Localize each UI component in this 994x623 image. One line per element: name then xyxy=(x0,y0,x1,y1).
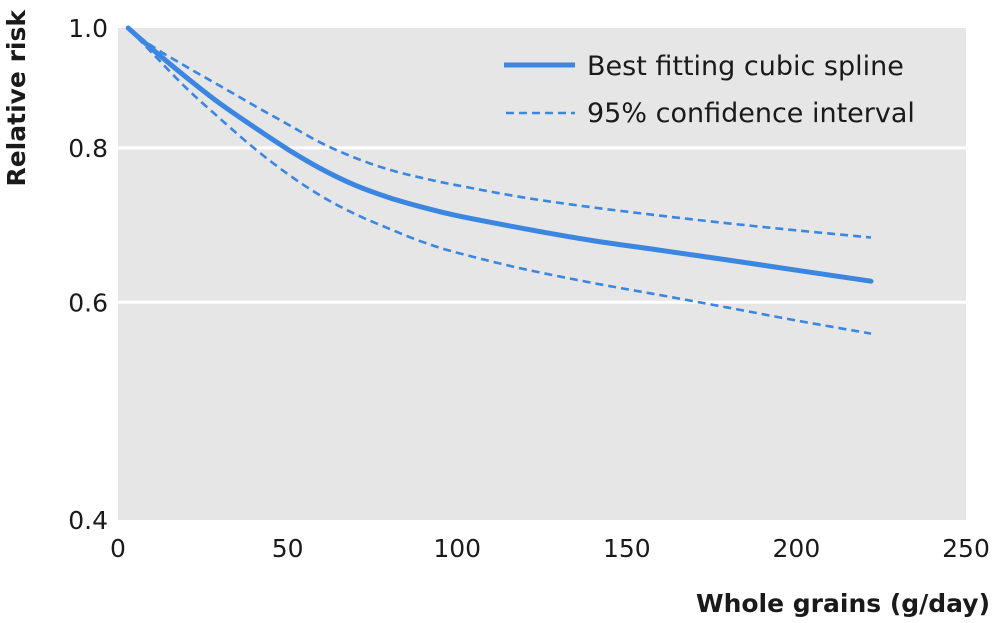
y-tick-label: 0.6 xyxy=(68,288,108,317)
ci-upper-line xyxy=(127,26,872,239)
x-tick-label: 0 xyxy=(110,534,126,563)
x-axis-ticks: 0 50 100 150 200 250 xyxy=(110,534,990,563)
series-lines xyxy=(125,25,874,335)
y-axis-ticks: 0.4 0.6 0.8 1.0 xyxy=(68,14,108,535)
y-tick-label: 0.4 xyxy=(68,506,108,535)
legend-label-spline: Best fitting cubic spline xyxy=(587,51,904,82)
y-tick-label: 1.0 xyxy=(68,14,108,43)
x-tick-label: 100 xyxy=(433,534,481,563)
legend: Best fitting cubic spline 95% confidence… xyxy=(504,51,915,129)
ci-lower-line xyxy=(127,27,872,335)
spline-line xyxy=(125,25,874,284)
x-tick-label: 50 xyxy=(272,534,304,563)
gridlines xyxy=(118,146,966,304)
x-tick-label: 200 xyxy=(773,534,821,563)
x-tick-label: 150 xyxy=(603,534,651,563)
x-axis-title: Whole grains (g/day) xyxy=(696,589,990,618)
y-axis-title: Relative risk xyxy=(2,9,31,187)
x-tick-label: 250 xyxy=(942,534,990,563)
y-tick-label: 0.8 xyxy=(68,134,108,163)
legend-label-ci: 95% confidence interval xyxy=(587,98,915,129)
